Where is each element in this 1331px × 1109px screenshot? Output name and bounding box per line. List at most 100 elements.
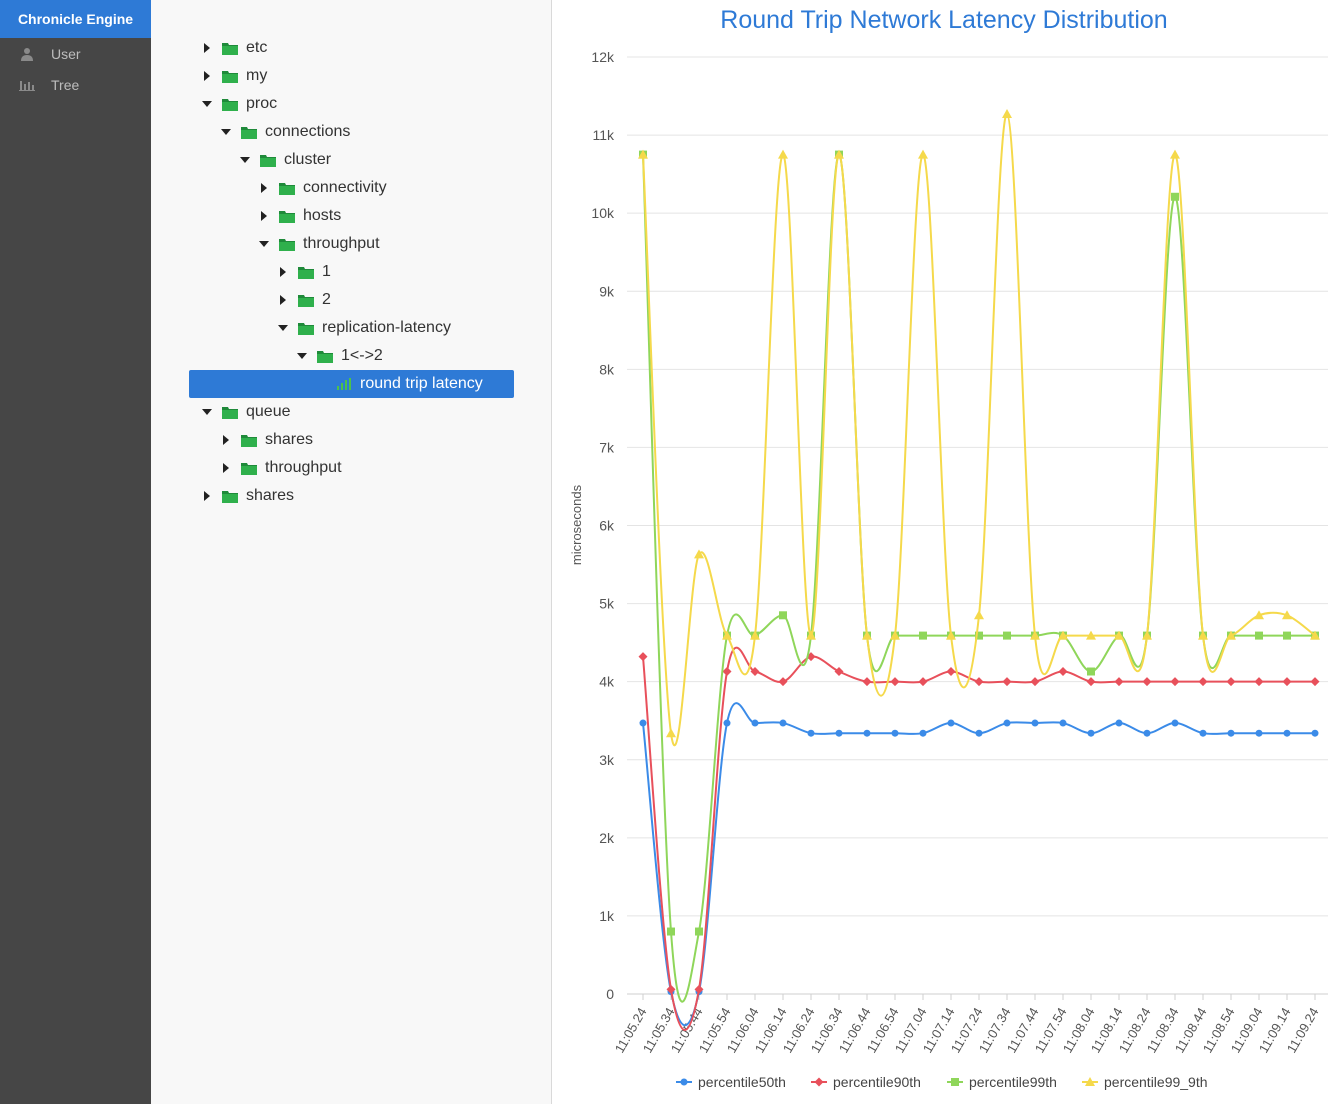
caret-right-icon[interactable] [200,490,214,502]
caret-right-icon[interactable] [257,182,271,194]
folder-icon [279,210,295,223]
data-point [835,729,843,737]
caret-down-icon[interactable] [295,350,309,362]
nav-item-label: User [51,45,81,62]
data-point [638,652,648,662]
folder-icon [222,98,238,111]
app-title[interactable]: Chronicle Engine [0,0,151,38]
data-point [1255,631,1263,640]
folder-icon [222,490,238,503]
data-point [1058,630,1068,640]
tree-node[interactable]: queue [200,400,291,424]
folder-icon [241,434,257,447]
tree-node-label: queue [246,403,291,420]
caret-right-icon[interactable] [219,434,233,446]
tree-node[interactable]: throughput [257,232,380,256]
series-percentile99_9th [638,109,1320,747]
folder-icon [298,322,314,335]
folder-icon [241,462,257,475]
data-point [751,719,759,727]
data-point [891,729,899,737]
tree-node[interactable]: my [200,64,267,88]
y-tick-label: 8k [599,361,615,377]
legend-marker [951,1078,959,1086]
y-tick-label: 9k [599,283,615,299]
series-line [642,702,1315,1026]
tree-node-label: throughput [265,459,342,476]
tree-node[interactable]: shares [200,484,294,508]
y-tick-label: 10k [591,205,615,221]
tree-node-label: 2 [322,291,331,308]
tree-node-label: etc [246,39,268,56]
tree-node[interactable]: shares [219,428,313,452]
data-point [1142,630,1152,640]
data-point [723,719,731,727]
tree-node-label: shares [265,431,314,448]
legend-label: percentile50th [698,1074,786,1090]
folder-icon [222,70,238,83]
nav-item-tree[interactable]: Tree [0,69,151,100]
data-point [1311,729,1319,737]
folder-icon [222,42,238,55]
caret-right-icon[interactable] [200,42,214,54]
y-tick-label: 0 [606,986,614,1002]
caret-down-icon[interactable] [238,154,252,166]
chart-title: Round Trip Network Latency Distribution [720,6,1167,34]
tree-node[interactable]: etc [200,36,267,60]
tree-node[interactable]: hosts [257,204,341,228]
data-point [1086,677,1096,687]
tree-node[interactable]: connections [219,120,350,144]
tree-node[interactable]: 1 [276,260,331,284]
tree-node[interactable]: 2 [276,288,331,312]
y-axis-label: microseconds [569,484,584,565]
y-tick-label: 11k [592,127,615,143]
tree-node-label: my [246,67,268,84]
data-point [1226,630,1236,640]
caret-right-icon[interactable] [219,462,233,474]
data-point [862,677,872,687]
tree-node-label: connectivity [303,179,387,196]
folder-icon [317,350,333,363]
tree-node[interactable]: replication-latency [276,316,451,340]
data-point [638,149,648,159]
data-point [1058,667,1068,677]
data-point [1143,729,1151,737]
y-tick-label: 7k [599,439,615,455]
caret-down-icon[interactable] [200,406,214,418]
tree-node[interactable]: proc [200,92,277,116]
caret-down-icon[interactable] [257,238,271,250]
caret-down-icon[interactable] [276,322,290,334]
data-point [1115,719,1123,727]
tree-node-selected[interactable]: round trip latency [314,372,483,396]
data-point [639,719,647,727]
tree-node[interactable]: 1<->2 [295,344,383,368]
caret-right-icon[interactable] [257,210,271,222]
data-point [834,667,844,677]
tree-node-label: 1<->2 [341,347,383,364]
tree-node-label: throughput [303,235,380,252]
caret-down-icon[interactable] [200,98,214,110]
tree-node[interactable]: connectivity [257,176,387,200]
legend-marker [814,1077,824,1087]
data-point [1170,677,1180,687]
folder-icon [298,266,314,279]
data-point [694,984,704,994]
data-point [694,549,704,559]
folder-icon [222,406,238,419]
tree-node[interactable]: cluster [238,148,331,172]
legend-marker [1085,1077,1095,1086]
folder-icon [260,154,276,167]
nav-item-user[interactable]: User [0,38,151,69]
data-point [1283,729,1291,737]
user-icon [18,47,36,61]
tree-node-label: connections [265,123,351,140]
caret-right-icon[interactable] [276,294,290,306]
data-point [1003,631,1011,640]
data-point [1059,719,1067,727]
data-point [779,611,787,620]
caret-down-icon[interactable] [219,126,233,138]
tree-node[interactable]: throughput [219,456,342,480]
caret-right-icon[interactable] [200,70,214,82]
caret-right-icon[interactable] [276,266,290,278]
data-point [778,149,788,159]
